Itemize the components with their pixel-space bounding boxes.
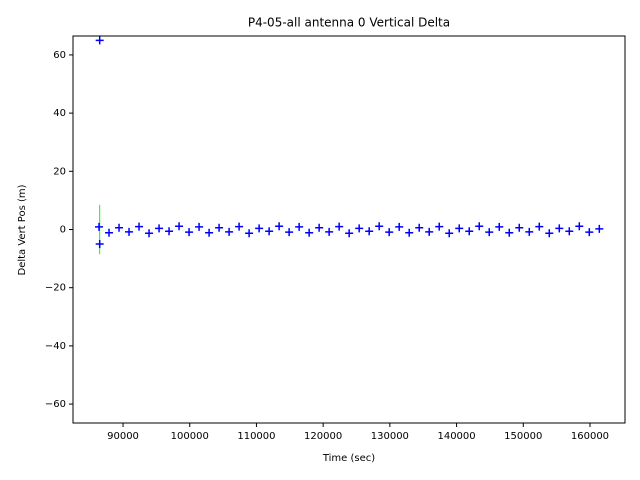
point [365, 227, 374, 236]
point [435, 222, 444, 231]
point [445, 229, 454, 238]
point [525, 227, 534, 236]
point [315, 223, 324, 232]
point [155, 224, 164, 233]
point [325, 227, 334, 236]
point [305, 228, 314, 237]
plot-frame [72, 35, 626, 424]
point [485, 228, 494, 237]
point [285, 228, 294, 237]
x-tick-label: 130000 [371, 431, 409, 442]
point [175, 222, 184, 231]
point [475, 222, 484, 231]
point [465, 227, 474, 236]
point [215, 223, 224, 232]
point [195, 222, 204, 231]
y-tick-label: 40 [53, 108, 66, 119]
point [565, 227, 574, 236]
point [255, 224, 264, 233]
point [395, 222, 404, 231]
y-tick-label: −60 [45, 399, 66, 410]
point [295, 222, 304, 231]
y-axis-label: Delta Vert Pos (m) [17, 184, 28, 275]
point [455, 224, 464, 233]
point [515, 223, 524, 232]
x-tick-label: 120000 [304, 431, 342, 442]
point [95, 240, 104, 249]
point [335, 222, 344, 231]
point [495, 222, 504, 231]
x-tick-label: 90000 [107, 431, 139, 442]
point [345, 229, 354, 238]
y-tick-label: 0 [60, 225, 66, 236]
y-tick-label: −20 [45, 283, 66, 294]
x-tick-label: 110000 [237, 431, 275, 442]
point [575, 222, 584, 231]
point [585, 228, 594, 237]
point [415, 223, 424, 232]
point [375, 222, 384, 231]
point [425, 227, 434, 236]
point [145, 229, 154, 238]
point [355, 224, 364, 233]
point [95, 222, 104, 231]
x-tick-label: 160000 [571, 431, 609, 442]
x-axis-label: Time (sec) [322, 453, 375, 464]
point [595, 224, 604, 233]
point [505, 228, 514, 237]
point [245, 229, 254, 238]
point [385, 228, 394, 237]
y-tick-label: 60 [53, 50, 66, 61]
point [535, 222, 544, 231]
point [115, 223, 124, 232]
x-tick-label: 100000 [171, 431, 209, 442]
point [165, 227, 174, 236]
point [555, 224, 564, 233]
point [185, 228, 194, 237]
point [235, 222, 244, 231]
point [225, 227, 234, 236]
point [135, 222, 144, 231]
point [105, 228, 114, 237]
chart-title: P4-05-all antenna 0 Vertical Delta [248, 16, 450, 30]
point [205, 228, 214, 237]
x-tick-label: 140000 [437, 431, 475, 442]
point [265, 227, 274, 236]
point [405, 228, 414, 237]
point [95, 36, 104, 45]
point [125, 227, 134, 236]
y-tick-label: −40 [45, 341, 66, 352]
point [275, 222, 284, 231]
x-tick-label: 150000 [504, 431, 542, 442]
y-tick-label: 20 [53, 166, 66, 177]
point [545, 229, 554, 238]
